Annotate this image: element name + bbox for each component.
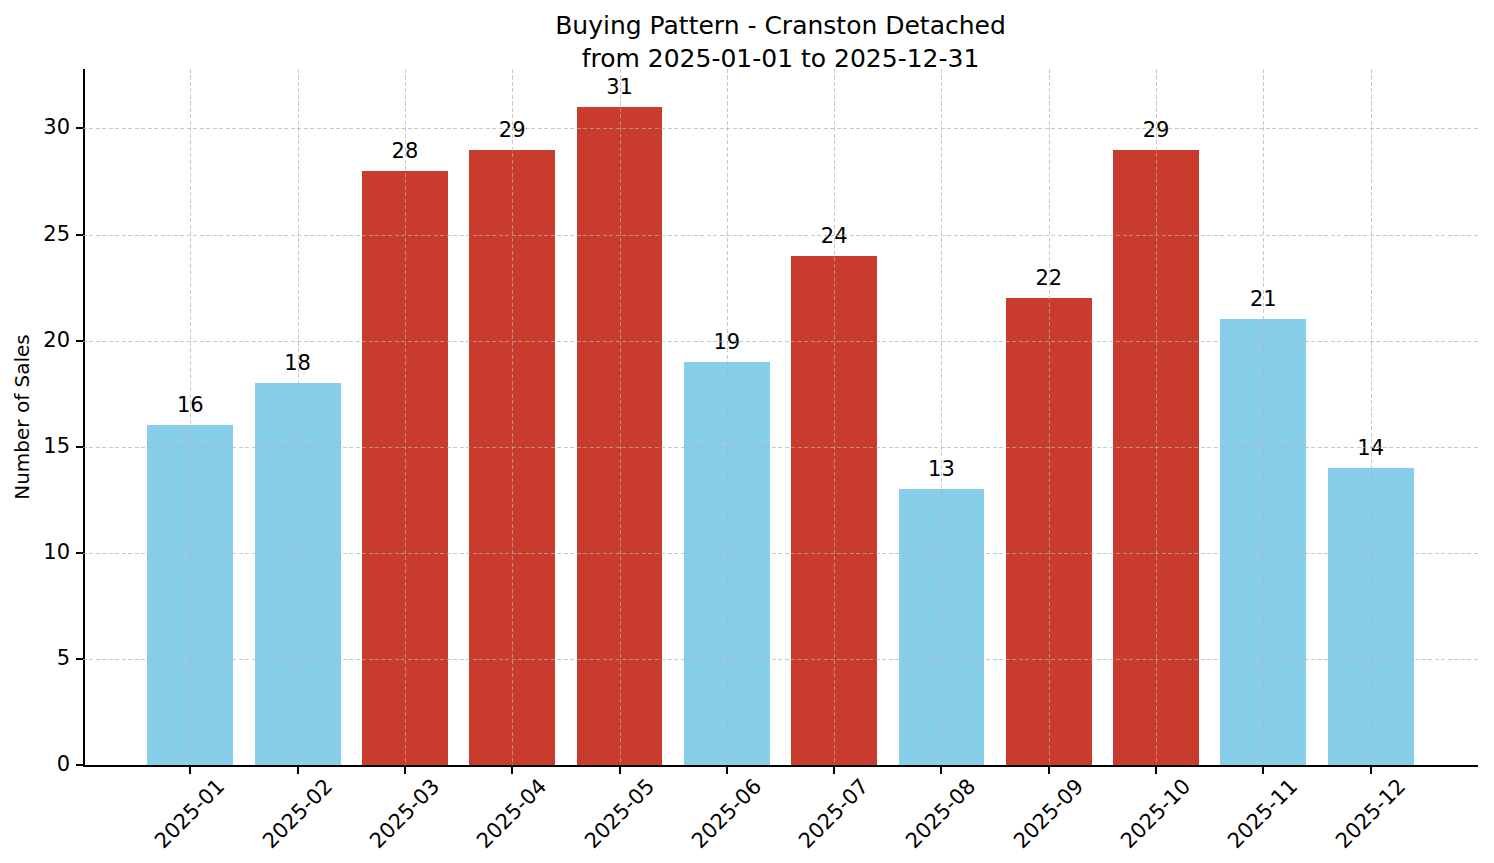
- y-tick-mark-30: [76, 127, 83, 129]
- bar-chart-figure: Buying Pattern - Cranston Detached from …: [0, 0, 1494, 863]
- x-tick-label-2025-03: 2025-03: [365, 774, 445, 854]
- gridline-horizontal-15: [83, 447, 1478, 448]
- x-tick-label-2025-12: 2025-12: [1331, 774, 1411, 854]
- y-axis-label: Number of Sales: [10, 334, 34, 500]
- x-tick-label-2025-05: 2025-05: [580, 774, 660, 854]
- y-tick-label-10: 10: [6, 540, 70, 565]
- y-tick-mark-5: [76, 658, 83, 660]
- x-tick-label-2025-06: 2025-06: [687, 774, 767, 854]
- x-tick-mark-2025-09: [1048, 767, 1050, 774]
- gridline-vertical-2025-05: [620, 69, 621, 765]
- x-tick-mark-2025-11: [1262, 767, 1264, 774]
- y-tick-label-5: 5: [6, 646, 70, 671]
- gridline-vertical-2025-04: [512, 69, 513, 765]
- x-tick-mark-2025-05: [619, 767, 621, 774]
- y-tick-mark-25: [76, 234, 83, 236]
- gridline-horizontal-20: [83, 341, 1478, 342]
- gridline-vertical-2025-02: [298, 69, 299, 765]
- x-tick-mark-2025-08: [940, 767, 942, 774]
- x-tick-label-2025-11: 2025-11: [1224, 774, 1304, 854]
- x-tick-mark-2025-07: [833, 767, 835, 774]
- y-tick-mark-10: [76, 552, 83, 554]
- gridline-vertical-2025-09: [1049, 69, 1050, 765]
- y-axis-spine: [83, 69, 85, 767]
- x-tick-mark-2025-12: [1370, 767, 1372, 774]
- x-tick-mark-2025-03: [404, 767, 406, 774]
- gridline-vertical-2025-01: [190, 69, 191, 765]
- y-tick-label-25: 25: [6, 222, 70, 247]
- x-axis-spine: [83, 765, 1478, 767]
- y-tick-label-20: 20: [6, 328, 70, 353]
- chart-title-line1: Buying Pattern - Cranston Detached: [83, 9, 1478, 42]
- y-tick-mark-20: [76, 340, 83, 342]
- chart-title: Buying Pattern - Cranston Detached from …: [83, 9, 1478, 75]
- x-tick-mark-2025-06: [726, 767, 728, 774]
- x-tick-mark-2025-10: [1155, 767, 1157, 774]
- x-tick-mark-2025-02: [297, 767, 299, 774]
- y-tick-label-15: 15: [6, 434, 70, 459]
- gridline-horizontal-30: [83, 128, 1478, 129]
- gridline-vertical-2025-03: [405, 69, 406, 765]
- x-tick-label-2025-07: 2025-07: [794, 774, 874, 854]
- x-tick-label-2025-10: 2025-10: [1116, 774, 1196, 854]
- y-tick-mark-15: [76, 446, 83, 448]
- gridline-vertical-2025-12: [1371, 69, 1372, 765]
- x-tick-label-2025-08: 2025-08: [902, 774, 982, 854]
- gridline-horizontal-5: [83, 659, 1478, 660]
- gridline-vertical-2025-11: [1263, 69, 1264, 765]
- y-tick-label-0: 0: [6, 752, 70, 777]
- gridline-horizontal-25: [83, 235, 1478, 236]
- gridline-vertical-2025-06: [727, 69, 728, 765]
- gridline-horizontal-10: [83, 553, 1478, 554]
- x-tick-label-2025-09: 2025-09: [1009, 774, 1089, 854]
- y-tick-mark-0: [76, 764, 83, 766]
- x-tick-mark-2025-04: [511, 767, 513, 774]
- x-tick-label-2025-02: 2025-02: [258, 774, 338, 854]
- x-tick-label-2025-01: 2025-01: [150, 774, 230, 854]
- gridline-vertical-2025-08: [941, 69, 942, 765]
- x-tick-mark-2025-01: [189, 767, 191, 774]
- chart-title-line2: from 2025-01-01 to 2025-12-31: [83, 42, 1478, 75]
- y-tick-label-30: 30: [6, 115, 70, 140]
- gridline-vertical-2025-10: [1156, 69, 1157, 765]
- x-tick-label-2025-04: 2025-04: [472, 774, 552, 854]
- gridline-vertical-2025-07: [834, 69, 835, 765]
